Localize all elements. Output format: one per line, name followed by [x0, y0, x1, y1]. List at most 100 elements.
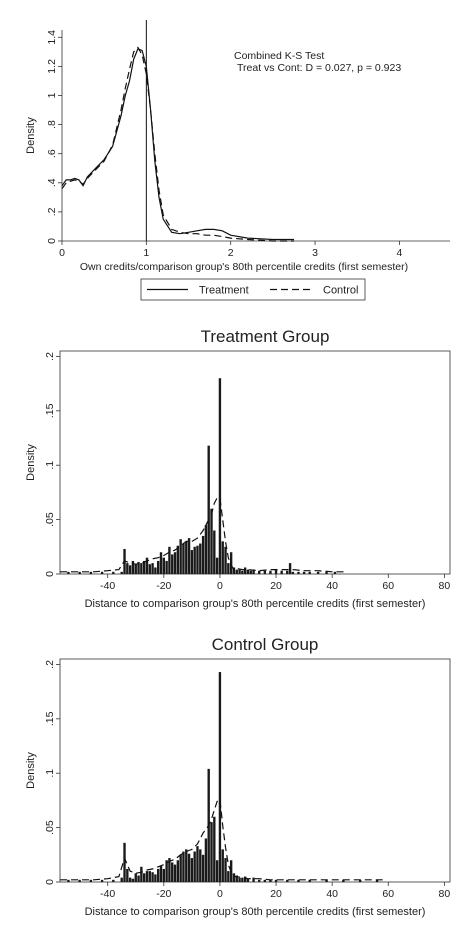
histogram-bar: [168, 546, 171, 574]
histogram-bar: [148, 871, 151, 882]
histogram-bar: [325, 879, 328, 882]
x-tick-label: 3: [312, 247, 318, 259]
histogram-bar: [241, 570, 244, 574]
histogram-bar: [238, 877, 241, 882]
histogram-bar: [131, 878, 135, 882]
histogram-bar: [252, 877, 255, 882]
histogram-bar: [210, 508, 213, 574]
histogram-bar: [302, 571, 306, 574]
histogram-bar: [176, 545, 180, 574]
histogram-bar: [151, 563, 154, 574]
histogram-bar: [232, 567, 236, 574]
histogram-bar: [333, 571, 337, 574]
x-tick-label: 40: [326, 888, 338, 900]
histogram-bar: [201, 854, 205, 882]
histogram-bar: [359, 879, 362, 882]
histogram-bar: [159, 865, 163, 882]
y-ticks: 0 .05 .1 .15 .2: [44, 660, 60, 885]
y-tick-label: .15: [44, 403, 56, 418]
histogram-bar: [243, 876, 247, 882]
histogram-bar: [280, 570, 283, 574]
histogram-bar: [140, 563, 143, 574]
histogram-bar: [288, 563, 292, 574]
y-tick-label: .8: [46, 120, 58, 129]
histogram-bar: [224, 546, 227, 574]
histogram-bar: [232, 873, 236, 882]
histogram-bar: [193, 546, 196, 574]
x-tick-label: 0: [217, 580, 223, 592]
histogram-bar: [112, 879, 115, 882]
histogram-bar: [176, 860, 180, 882]
y-tick-label: 0: [44, 571, 56, 577]
histogram-bar: [375, 879, 379, 882]
histogram-bar: [235, 875, 238, 882]
histogram-bar: [154, 874, 157, 882]
y-tick-label: 1: [46, 92, 58, 98]
y-tick-label: .1: [44, 461, 56, 470]
x-axis-label: Distance to comparison group's 80th perc…: [85, 598, 426, 610]
histogram-bar: [342, 879, 345, 882]
x-tick-label: -40: [100, 888, 115, 900]
x-tick-label: 60: [382, 888, 394, 900]
histogram-bar: [218, 672, 222, 882]
histogram-bar: [159, 552, 163, 574]
ks-test-title: Combined K-S Test: [234, 50, 324, 62]
x-tick-label: 2: [228, 247, 234, 259]
histogram-bar: [128, 565, 132, 574]
histogram-bar: [173, 864, 177, 882]
histogram-bar: [134, 564, 137, 574]
histogram-bar: [269, 879, 272, 882]
histogram-bar: [112, 571, 115, 574]
histogram-bar: [227, 563, 230, 574]
y-tick-label: .2: [44, 660, 56, 669]
histogram-bar: [142, 560, 146, 574]
x-ticks: -40 -20 0 20 40 60 80: [100, 882, 450, 900]
chart-title: Treatment Group: [201, 327, 330, 346]
kdensity-panel: 0 .2 .4 .6 .8 1 1.2 1.4 0 1 2 3 4 Density Own credi…: [25, 20, 450, 301]
histogram-bar: [162, 557, 165, 574]
histogram-bar: [165, 860, 168, 882]
histogram-bar: [190, 858, 194, 882]
histogram-bar: [179, 854, 182, 882]
y-tick-label: .2: [44, 352, 56, 361]
histogram-bar: [218, 378, 222, 574]
histogram-bar: [221, 541, 224, 574]
histogram-bar: [151, 872, 154, 882]
chart-title: Control Group: [212, 635, 319, 654]
histogram-bar: [140, 866, 143, 882]
y-tick-label: 1.4: [46, 30, 58, 45]
histogram-bar: [286, 570, 289, 574]
y-tick-label: .05: [44, 512, 56, 527]
histogram-bar: [185, 849, 188, 882]
histogram-bar: [67, 879, 70, 882]
histogram-bar: [168, 858, 171, 882]
histogram-bar: [89, 879, 93, 882]
histogram-bar: [137, 875, 140, 882]
histogram-bar: [325, 571, 328, 574]
histogram-bar: [145, 871, 149, 882]
histogram-bar: [126, 868, 129, 882]
histogram-bar: [179, 539, 182, 574]
histogram-bar: [291, 571, 295, 574]
histogram-bar: [165, 560, 168, 574]
histogram-bar: [162, 868, 165, 882]
density-overlay: [60, 798, 383, 881]
y-ticks: 0 .05 .1 .15 .2: [44, 352, 60, 577]
histogram-bar: [297, 879, 300, 882]
histogram-bar: [157, 868, 160, 882]
histogram-bar: [204, 838, 208, 882]
y-axis-label: Density: [25, 444, 37, 481]
control-histogram-panel: Control Group 0 .05 .1 .15 .2 -40 -20 0 20 40 60 8…: [25, 635, 451, 918]
legend-box: [140, 278, 366, 301]
histogram-bar: [154, 567, 157, 574]
histogram-bar: [263, 570, 267, 574]
x-tick-label: 60: [382, 580, 394, 592]
y-ticks: 0 .2 .4 .6 .8 1 1.2 1.4: [46, 30, 62, 244]
histogram-bar: [187, 853, 191, 882]
ks-test-result: Treat vs Cont: D = 0.027, p = 0.923: [237, 62, 401, 74]
histogram-bar: [131, 560, 135, 574]
histogram-bar: [193, 851, 196, 882]
histogram-bar: [134, 873, 137, 882]
legend-label-treatment: Treatment: [199, 285, 249, 297]
